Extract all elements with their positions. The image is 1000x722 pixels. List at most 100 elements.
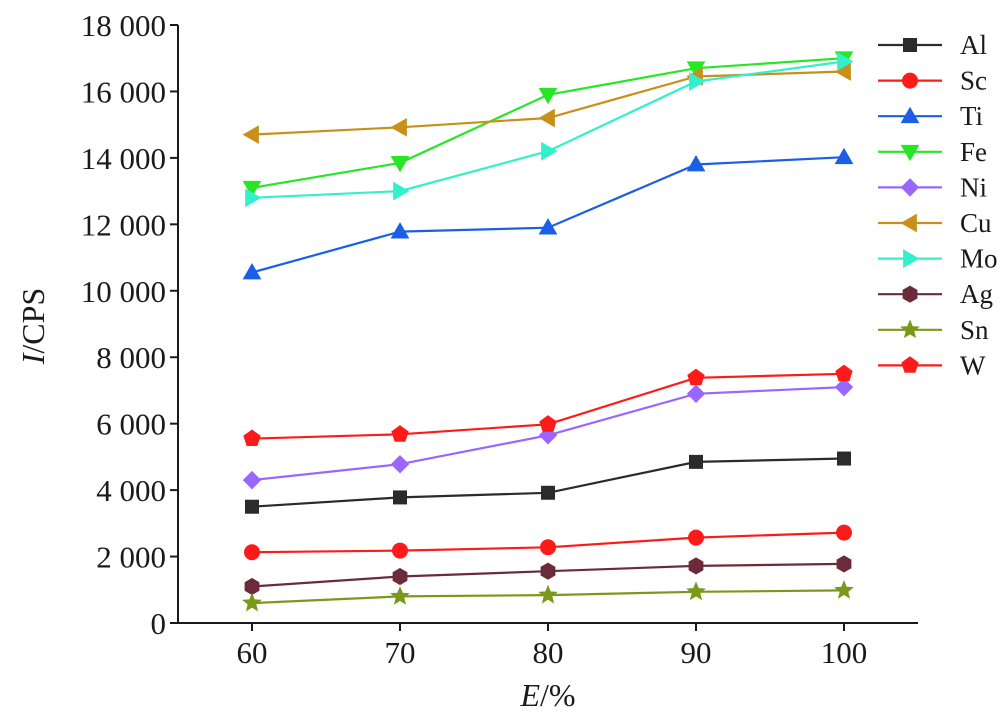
legend-label-ni: Ni bbox=[960, 172, 987, 202]
legend-marker-ti bbox=[900, 106, 920, 124]
y-tick-label: 0 bbox=[151, 606, 167, 641]
legend-item-mo: Mo bbox=[878, 244, 998, 274]
data-point-ag bbox=[540, 562, 556, 580]
series-cu bbox=[242, 62, 851, 144]
x-axis-title: E/% bbox=[519, 677, 575, 713]
data-point-fe bbox=[390, 155, 410, 173]
data-point-al bbox=[837, 451, 851, 466]
series-sn bbox=[242, 580, 854, 612]
data-point-ti bbox=[390, 222, 410, 239]
legend-item-ag: Ag bbox=[878, 279, 993, 309]
y-tick-label: 4 000 bbox=[96, 473, 166, 508]
legend-marker-fe bbox=[900, 144, 920, 162]
data-point-al bbox=[541, 485, 555, 500]
legend-item-fe: Fe bbox=[878, 137, 987, 167]
data-point-mo bbox=[393, 181, 410, 201]
plot-area bbox=[242, 51, 854, 612]
legend-item-ti: Ti bbox=[878, 101, 983, 131]
data-point-cu bbox=[538, 108, 555, 128]
data-point-ti bbox=[686, 155, 706, 172]
data-point-al bbox=[689, 454, 703, 469]
legend-marker-mo bbox=[903, 249, 920, 268]
y-tick-label: 10 000 bbox=[81, 274, 166, 309]
y-tick-label: 6 000 bbox=[96, 407, 166, 442]
data-point-w bbox=[835, 364, 853, 382]
legend-marker-w bbox=[901, 356, 919, 373]
data-point-ag bbox=[836, 555, 852, 573]
data-point-fe bbox=[538, 87, 558, 105]
data-point-ni bbox=[242, 470, 262, 490]
data-point-mo bbox=[837, 52, 854, 71]
y-tick-label: 12 000 bbox=[81, 207, 166, 242]
data-point-ni bbox=[390, 454, 410, 474]
x-tick-label: 70 bbox=[385, 635, 416, 670]
data-point-ag bbox=[392, 567, 408, 586]
legend-marker-ag bbox=[902, 285, 918, 303]
legend-label-cu: Cu bbox=[960, 208, 992, 238]
data-point-ti bbox=[242, 262, 262, 280]
data-point-w bbox=[391, 425, 409, 442]
legend-label-fe: Fe bbox=[960, 137, 987, 167]
legend-label-ti: Ti bbox=[960, 101, 983, 131]
data-point-ni bbox=[686, 384, 706, 403]
y-tick-label: 14 000 bbox=[81, 141, 166, 176]
data-point-w bbox=[539, 415, 557, 432]
data-point-w bbox=[687, 368, 705, 386]
legend-label-w: W bbox=[960, 350, 986, 380]
legend-item-sc: Sc bbox=[878, 66, 987, 96]
data-point-ti bbox=[834, 147, 854, 165]
y-tick-label: 18 000 bbox=[81, 8, 166, 43]
data-point-cu bbox=[242, 125, 259, 144]
series-line-ti bbox=[251, 156, 845, 274]
series-sc bbox=[244, 524, 852, 561]
series-ni bbox=[242, 377, 854, 490]
y-axis-title: I/CPS bbox=[15, 288, 51, 365]
data-point-fe bbox=[242, 180, 262, 198]
data-point-al bbox=[245, 499, 259, 514]
x-tick-label: 90 bbox=[681, 635, 712, 670]
series-ti bbox=[242, 147, 854, 280]
legend-label-sc: Sc bbox=[960, 66, 987, 96]
y-tick-label: 16 000 bbox=[81, 74, 166, 109]
legend-marker-sc bbox=[902, 72, 918, 89]
series-mo bbox=[245, 52, 854, 208]
legend-marker-al bbox=[903, 38, 917, 52]
series-fe bbox=[242, 51, 854, 198]
data-point-al bbox=[393, 490, 407, 505]
legend: Al Sc Ti Fe Ni Cu Mo Ag Sn W bbox=[878, 30, 998, 380]
data-point-mo bbox=[541, 141, 558, 161]
legend-marker-ni bbox=[900, 178, 920, 197]
legend-item-sn: Sn bbox=[878, 315, 989, 345]
legend-item-cu: Cu bbox=[878, 208, 992, 238]
data-point-sc bbox=[392, 542, 408, 559]
data-point-sc bbox=[540, 539, 556, 556]
data-point-sn bbox=[538, 584, 558, 604]
data-point-cu bbox=[390, 117, 407, 137]
data-point-mo bbox=[689, 72, 706, 91]
x-tick-label: 100 bbox=[821, 635, 868, 670]
legend-label-ag: Ag bbox=[960, 279, 993, 309]
data-point-ti bbox=[538, 218, 558, 235]
axes: 0 2 000 4 000 6 000 8 000 10 000 12 000 14 000 1… bbox=[81, 8, 918, 670]
y-tick-label: 2 000 bbox=[96, 540, 166, 575]
legend-marker-sn bbox=[900, 319, 920, 339]
data-point-sn bbox=[686, 581, 706, 601]
series-al bbox=[245, 451, 851, 514]
x-tick-label: 80 bbox=[533, 635, 564, 670]
legend-item-ni: Ni bbox=[878, 172, 987, 202]
data-point-sn bbox=[390, 586, 410, 605]
y-tick-label: 8 000 bbox=[96, 340, 166, 375]
legend-marker-cu bbox=[900, 213, 917, 233]
series-w bbox=[243, 364, 853, 446]
data-point-sc bbox=[836, 524, 852, 541]
data-point-sc bbox=[244, 544, 260, 561]
data-point-sn bbox=[242, 592, 262, 612]
data-point-sn bbox=[834, 580, 854, 599]
legend-label-sn: Sn bbox=[960, 315, 989, 345]
data-point-sc bbox=[688, 529, 704, 546]
data-point-ag bbox=[688, 557, 704, 575]
data-point-ag bbox=[244, 577, 260, 596]
data-point-mo bbox=[245, 188, 262, 208]
legend-item-w: W bbox=[878, 350, 986, 380]
